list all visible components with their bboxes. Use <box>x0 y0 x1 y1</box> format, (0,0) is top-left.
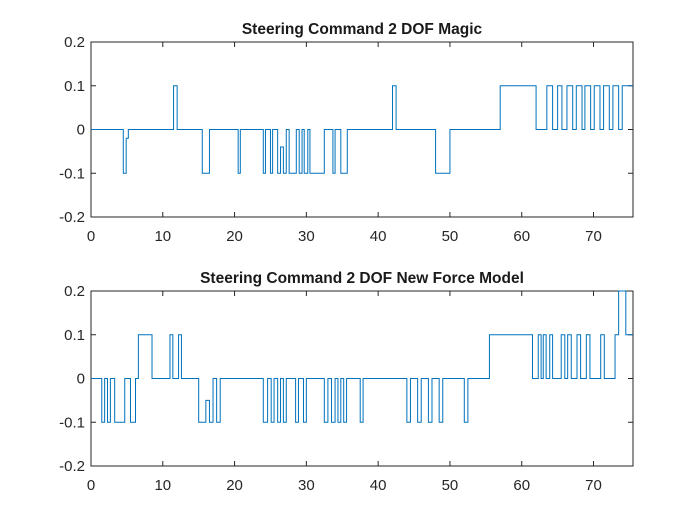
y-tick-label: 0.2 <box>64 283 85 300</box>
axes-frame <box>90 290 634 467</box>
x-tick-label: 50 <box>442 228 459 245</box>
y-tick-label: 0.1 <box>64 327 85 344</box>
x-tick-label: 0 <box>87 228 95 245</box>
x-tick-label: 60 <box>513 228 530 245</box>
y-tick-label: 0.2 <box>64 34 85 51</box>
x-tick-label: 70 <box>585 228 602 245</box>
steering-command-series-line <box>91 290 633 423</box>
y-tick-label: -0.1 <box>59 165 85 182</box>
y-tick-label: -0.1 <box>59 414 85 431</box>
x-tick-label: 60 <box>513 477 530 494</box>
x-tick-label: 10 <box>154 477 171 494</box>
x-tick-label: 50 <box>442 477 459 494</box>
x-tick-label: 0 <box>87 477 95 494</box>
x-tick-label: 40 <box>370 228 387 245</box>
y-tick-label: 0 <box>77 122 85 139</box>
x-tick-label: 10 <box>154 228 171 245</box>
y-tick-label: -0.2 <box>59 458 85 475</box>
x-tick-label: 20 <box>226 228 243 245</box>
x-tick-label: 20 <box>226 477 243 494</box>
chart-title: Steering Command 2 DOF New Force Model <box>200 270 524 287</box>
y-tick-label: -0.2 <box>59 209 85 226</box>
subplot-steering-new-force-model: Steering Command 2 DOF New Force Model 0 1… <box>59 270 634 494</box>
x-tick-label: 40 <box>370 477 387 494</box>
x-tick-label: 30 <box>298 228 315 245</box>
steering-command-series-line <box>91 85 633 174</box>
y-tick-label: 0.1 <box>64 78 85 95</box>
x-tick-label: 30 <box>298 477 315 494</box>
x-tick-label: 70 <box>585 477 602 494</box>
chart-title: Steering Command 2 DOF Magic <box>242 21 483 38</box>
subplot-steering-magic: Steering Command 2 DOF Magic 0 10 20 30 40 50 6… <box>59 21 634 245</box>
y-tick-label: 0 <box>77 371 85 388</box>
